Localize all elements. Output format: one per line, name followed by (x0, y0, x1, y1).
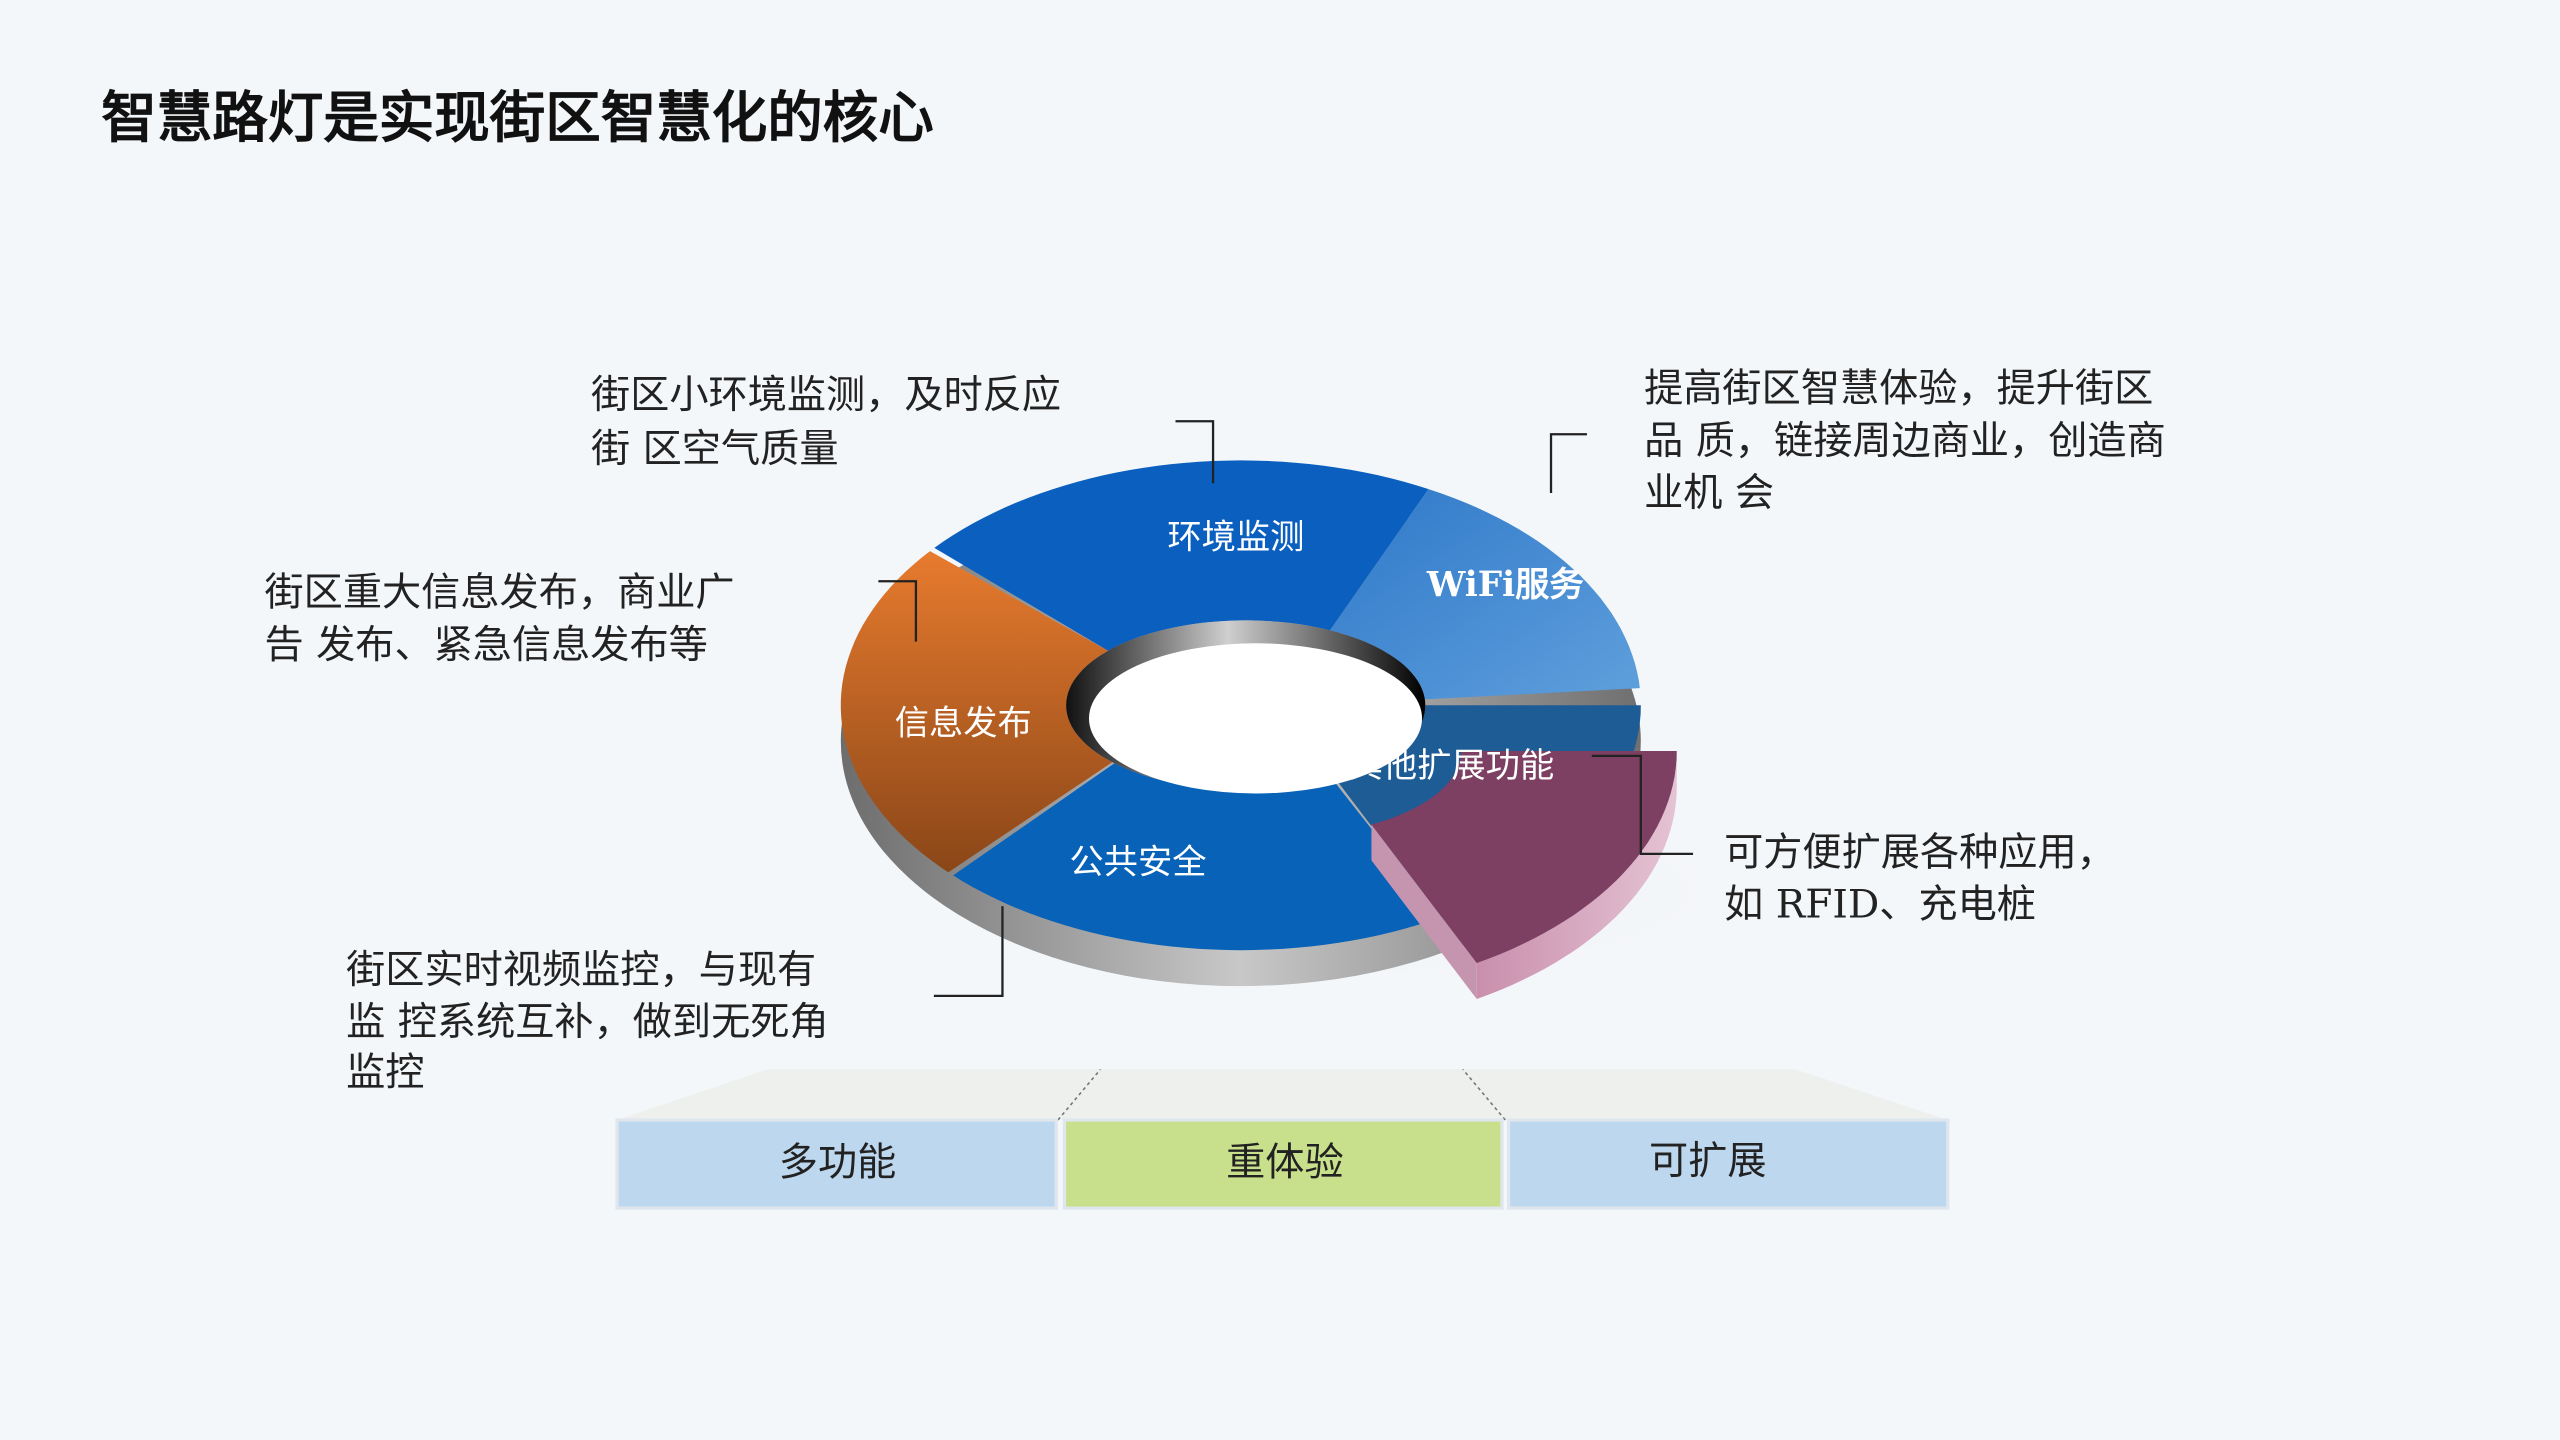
connector-safety (933, 906, 1004, 998)
annotation-info-line1: 街区重大信息发布，商业广 (264, 571, 734, 616)
connector-info (878, 580, 918, 642)
connector-env (1175, 420, 1215, 484)
annotation-safety-line2: 监 控系统互补，做到无死角 (346, 1000, 829, 1045)
donut-hole (1088, 643, 1423, 794)
annotation-safety-line1: 街区实时视频监控，与现有 (346, 948, 816, 993)
feature-label-extensible: 可扩展 (1649, 1139, 1767, 1184)
annotation-env-line2: 街 区空气质量 (591, 427, 838, 472)
feature-label-multifunction: 多功能 (779, 1141, 897, 1186)
feature-label-experience: 重体验 (1226, 1141, 1344, 1186)
annotation-ext-line2: 如 RFID、充电桩 (1724, 883, 2036, 928)
platform-top (617, 1069, 1948, 1120)
connector-ext (1591, 754, 1694, 856)
page-title: 智慧路灯是实现街区智慧化的核心 (101, 86, 934, 151)
annotation-safety-line3: 监控 (346, 1051, 424, 1096)
connector-wifi (1549, 433, 1587, 494)
annotation-ext-line1: 可方便扩展各种应用， (1724, 830, 2116, 875)
segment-ext (1371, 751, 1677, 964)
segment-env (934, 460, 1429, 651)
annotation-wifi-line3: 业机 会 (1644, 471, 1774, 516)
feature-box-0 (615, 1118, 1058, 1210)
annotation-env-line1: 街区小环境监测，及时反应 (591, 373, 1061, 418)
segment-safety (953, 763, 1441, 951)
segment-label-wifi: WiFi服务 (1426, 565, 1585, 605)
segment-label-safety: 公共安全 (1069, 842, 1206, 882)
donut-chart (840, 460, 1677, 1000)
segment-ext-cut (1371, 824, 1477, 1000)
segment-label-ext: 其他扩展功能 (1349, 746, 1555, 786)
segment-info (840, 551, 1113, 873)
feature-box-1 (1062, 1118, 1504, 1210)
segment-ext-side (1476, 751, 1677, 1000)
platform-dividers (1057, 1068, 1506, 1121)
annotation-info-line2: 告 发布、紧急信息发布等 (264, 623, 707, 668)
annotation-wifi-line2: 品 质，链接周边商业，创造商 (1644, 419, 2166, 464)
segment-label-env: 环境监测 (1167, 518, 1304, 558)
segment-wifi (1329, 489, 1640, 700)
annotation-wifi-line1: 提高街区智慧体验，提升街区 (1644, 367, 2153, 412)
segment-label-info: 信息发布 (895, 704, 1032, 744)
feature-box-2 (1506, 1118, 1950, 1210)
